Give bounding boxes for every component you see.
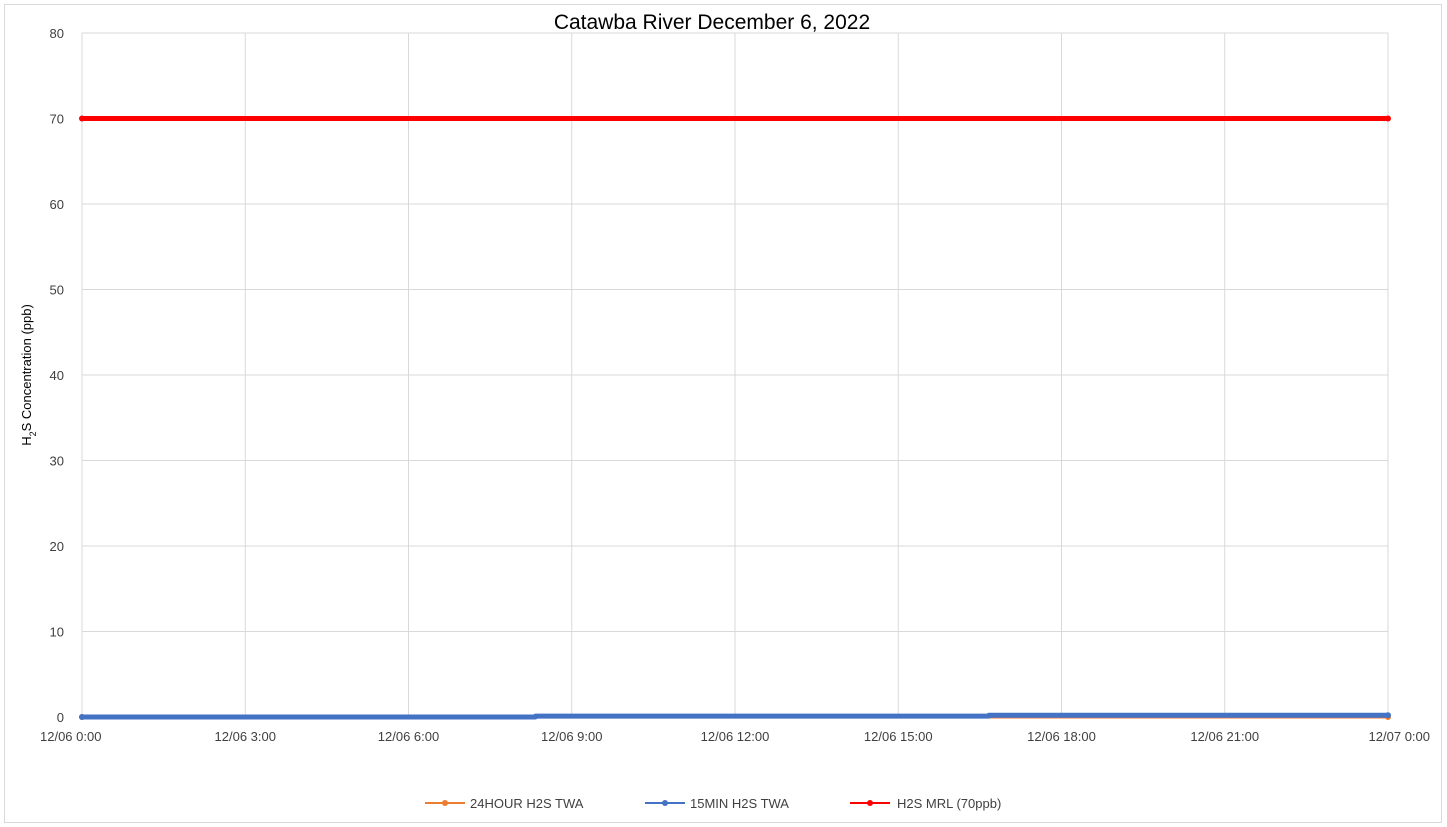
legend-item-mrl[interactable]: H2S MRL (70ppb) — [850, 796, 1001, 811]
y-axis-title-subscript: 2 — [28, 431, 38, 436]
gridlines — [81, 32, 1389, 718]
y-axis-title-prefix: H — [19, 436, 34, 445]
y-tick-label: 10 — [50, 625, 64, 640]
x-tick-label: 12/06 21:00 — [1190, 729, 1259, 744]
series-point-1 — [1385, 712, 1391, 719]
y-axis-title: H2S Concentration (ppb) — [19, 304, 38, 446]
legend-swatch-24hour-marker — [442, 800, 448, 806]
y-tick-label: 40 — [50, 368, 64, 383]
x-tick-label: 12/06 15:00 — [864, 729, 933, 744]
chart-title: Catawba River December 6, 2022 — [554, 11, 870, 34]
series-line-1 — [79, 712, 1391, 720]
y-tick-labels: 0 10 20 30 40 50 60 70 80 — [50, 26, 64, 725]
legend-label-24hour: 24HOUR H2S TWA — [470, 796, 584, 811]
y-axis-title-suffix: S Concentration (ppb) — [19, 304, 34, 431]
y-tick-label: 30 — [50, 454, 64, 469]
y-tick-label: 50 — [50, 283, 64, 298]
y-tick-label: 70 — [50, 112, 64, 127]
x-tick-label: 12/07 0:00 — [1369, 729, 1430, 744]
legend-item-15min[interactable]: 15MIN H2S TWA — [645, 796, 789, 811]
legend-label-15min: 15MIN H2S TWA — [690, 796, 789, 811]
x-tick-label: 12/06 12:00 — [701, 729, 770, 744]
x-tick-label: 12/06 6:00 — [378, 729, 439, 744]
y-tick-label: 80 — [50, 26, 64, 41]
legend: 24HOUR H2S TWA 15MIN H2S TWA H2S MRL (70… — [425, 796, 1001, 811]
legend-label-mrl: H2S MRL (70ppb) — [897, 796, 1001, 811]
x-tick-label: 12/06 0:00 — [40, 729, 101, 744]
series-point-2 — [1385, 115, 1391, 122]
legend-swatch-15min-marker — [662, 800, 668, 806]
x-tick-label: 12/06 9:00 — [541, 729, 602, 744]
y-tick-label: 0 — [57, 710, 64, 725]
y-tick-label: 20 — [50, 539, 64, 554]
x-tick-labels: 12/06 0:00 12/06 3:00 12/06 6:00 12/06 9:00… — [40, 729, 1430, 744]
series-point-2 — [79, 115, 85, 122]
legend-item-24hour[interactable]: 24HOUR H2S TWA — [425, 796, 584, 811]
y-tick-label: 60 — [50, 197, 64, 212]
chart-frame — [4, 4, 1442, 823]
series-layer — [79, 115, 1391, 720]
legend-swatch-mrl-marker — [867, 800, 873, 806]
x-tick-label: 12/06 3:00 — [215, 729, 276, 744]
series-point-1 — [79, 714, 85, 720]
x-tick-label: 12/06 18:00 — [1027, 729, 1096, 744]
